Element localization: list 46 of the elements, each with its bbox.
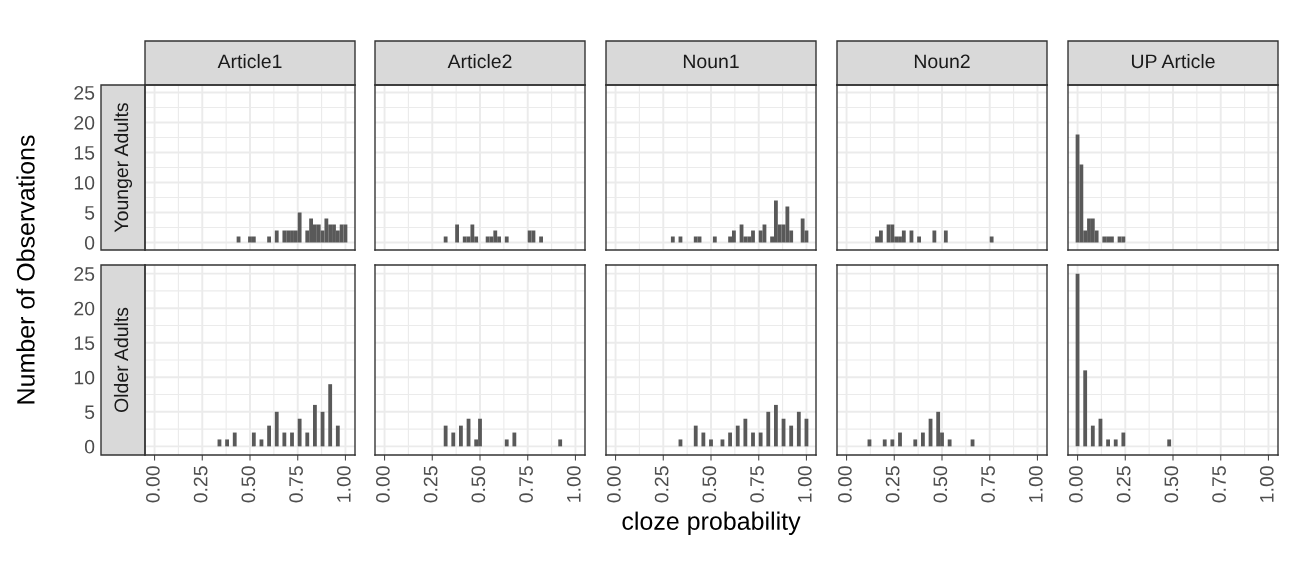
- x-tick-label: 0.75: [750, 466, 764, 503]
- y-tick-label: 5: [84, 405, 95, 420]
- y-tick-label: 0: [84, 439, 95, 454]
- chart-title: Article1: [217, 53, 282, 69]
- x-tick-label: 0.00: [838, 466, 852, 503]
- x-tick-label: 0.00: [376, 466, 390, 503]
- x-tick-label: 0.25: [1116, 466, 1131, 503]
- x-tick-label: 0.00: [146, 466, 160, 503]
- x-tick-label: 0.00: [1069, 466, 1083, 503]
- x-tick-label: 0.75: [1212, 466, 1226, 503]
- x-tick-label: 0.75: [289, 466, 303, 503]
- y-tick-label: 15: [74, 336, 95, 350]
- y-tick-label: 0: [84, 235, 95, 250]
- x-tick-label: 1.00: [566, 466, 581, 502]
- chart-title: UP Article: [1131, 53, 1215, 69]
- y-axis-title: Number of Observations: [16, 135, 35, 404]
- x-tick-label: 1.00: [1028, 466, 1043, 502]
- x-tick-label: 1.00: [1259, 466, 1274, 502]
- chart-title: Noun2: [914, 54, 970, 69]
- y-tick-label: 20: [74, 115, 95, 130]
- x-tick-label: 0.50: [1164, 466, 1179, 503]
- x-tick-label: 0.50: [933, 466, 948, 503]
- x-axis-title: cloze probability: [622, 511, 801, 535]
- x-tick-label: 0.25: [654, 466, 669, 503]
- x-tick-label: 0.25: [423, 466, 438, 503]
- x-tick-label: 1.00: [336, 466, 351, 502]
- chart-title: Article2: [447, 53, 512, 69]
- chart-title: Noun1: [683, 54, 739, 69]
- x-tick-label: 0.50: [241, 466, 256, 503]
- x-tick-label: 0.25: [193, 466, 208, 503]
- y-tick-label: 20: [74, 301, 95, 316]
- x-tick-label: 0.00: [607, 466, 621, 503]
- x-tick-label: 0.75: [981, 466, 995, 503]
- y-tick-label: 25: [74, 267, 95, 281]
- y-tick-label: 25: [74, 85, 95, 100]
- y-tick-label: 10: [74, 370, 95, 385]
- x-tick-label: 1.00: [797, 466, 812, 502]
- x-tick-label: 0.25: [885, 466, 900, 503]
- x-tick-label: 0.75: [519, 466, 533, 503]
- text: Younger Adults: [113, 103, 133, 233]
- y-tick-label: 15: [74, 146, 95, 160]
- y-tick-label: 5: [84, 206, 95, 220]
- x-tick-label: 0.50: [471, 466, 486, 503]
- text: Older Adults: [113, 307, 129, 413]
- x-tick-label: 0.50: [702, 466, 717, 503]
- y-tick-label: 10: [74, 175, 95, 190]
